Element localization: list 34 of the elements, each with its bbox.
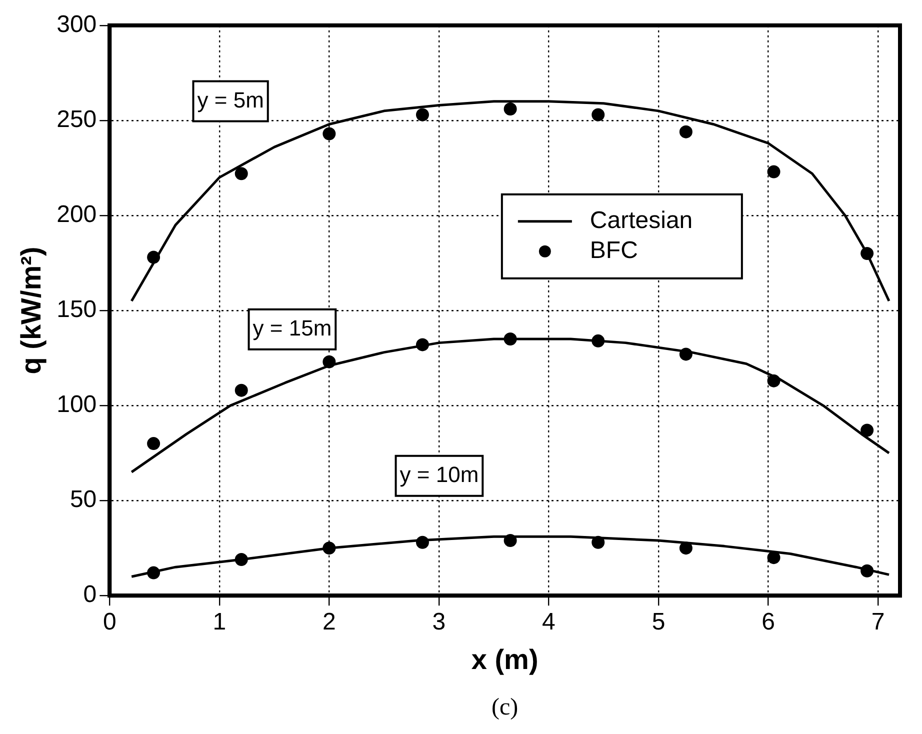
y-axis-title: q (kW/m²) [16,246,47,374]
point [860,424,874,437]
legend-label: Cartesian [590,207,693,234]
x-tick-label: 6 [762,608,775,636]
legend-label: BFC [590,237,638,264]
point [592,108,605,122]
x-tick-label: 1 [212,608,226,636]
x-tick-label: 3 [432,608,446,636]
point [679,125,692,138]
point [767,551,780,564]
annotation: y = 15m [252,315,332,340]
point [767,165,780,178]
y-tick-label: 250 [56,106,97,134]
point [147,437,160,450]
y-tick-label: 150 [56,296,97,324]
x-tick-label: 4 [542,608,556,636]
x-tick-label: 7 [871,608,885,636]
y-tick-label: 50 [70,486,97,514]
point [416,108,429,122]
y-tick-label: 100 [56,391,97,418]
point [234,384,248,397]
text: (c) [492,694,518,720]
point [234,167,248,180]
y-tick-label: 200 [56,201,97,228]
y-tick-label: 0 [83,581,97,608]
annotation: y = 10m [400,462,479,487]
y-tick-label: 300 [56,11,97,38]
point [504,102,517,116]
x-tick-label: 2 [322,608,336,636]
x-axis-title: x (m) [471,644,538,675]
annotation: y = 5m [197,87,264,112]
x-tick-label: 5 [652,608,666,636]
x-tick-label: 0 [102,608,116,636]
point [322,127,336,140]
